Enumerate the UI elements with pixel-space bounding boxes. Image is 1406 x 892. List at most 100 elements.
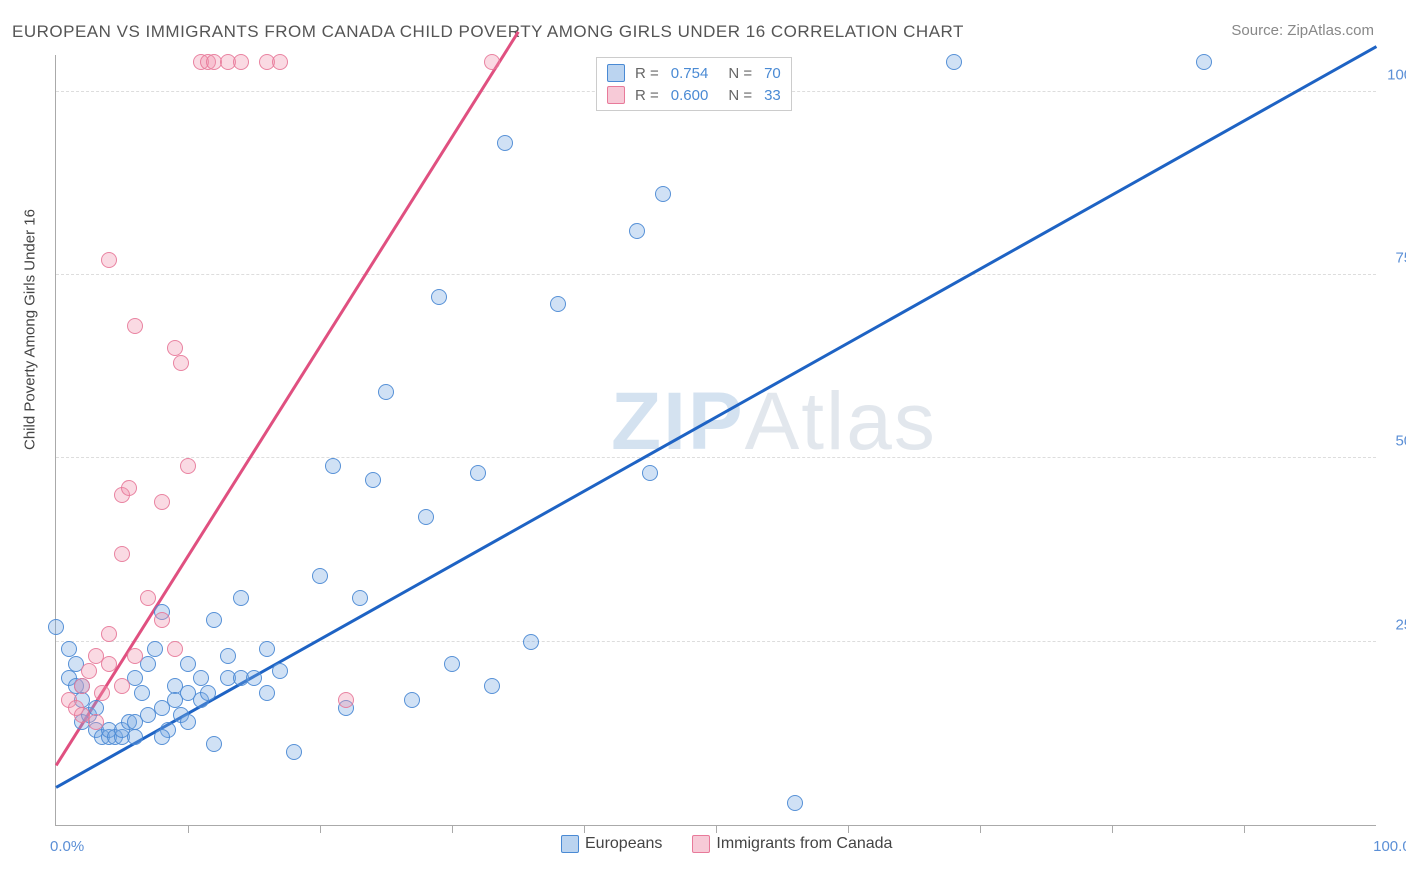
x-axis-tick-label: 100.0% [1373, 838, 1406, 855]
x-axis-tick [584, 825, 585, 833]
r-label: R = [635, 65, 659, 82]
data-point [74, 678, 90, 694]
data-point [484, 54, 500, 70]
r-value: 0.754 [671, 65, 709, 82]
data-point [140, 590, 156, 606]
data-point [404, 692, 420, 708]
correlation-legend: R =0.754N =70R =0.600N =33 [596, 57, 792, 111]
x-axis-tick [848, 825, 849, 833]
x-axis-tick-label: 0.0% [50, 838, 84, 855]
data-point [193, 670, 209, 686]
data-point [444, 656, 460, 672]
data-point [642, 465, 658, 481]
data-point [523, 634, 539, 650]
data-point [286, 744, 302, 760]
source-label: Source: [1231, 22, 1287, 39]
n-label: N = [728, 65, 752, 82]
data-point [61, 641, 77, 657]
series-legend: Europeans Immigrants from Canada [561, 835, 892, 853]
data-point [173, 355, 189, 371]
data-point [206, 736, 222, 752]
data-point [101, 626, 117, 642]
y-axis-tick-label: 75.0% [1395, 250, 1406, 267]
legend-swatch [692, 835, 710, 853]
x-axis-tick [320, 825, 321, 833]
data-point [81, 663, 97, 679]
gridline [56, 457, 1376, 458]
data-point [154, 612, 170, 628]
data-point [180, 656, 196, 672]
data-point [484, 678, 500, 694]
data-point [48, 619, 64, 635]
series-legend-label: Immigrants from Canada [716, 835, 892, 852]
data-point [167, 340, 183, 356]
data-point [121, 480, 137, 496]
data-point [259, 641, 275, 657]
y-axis-tick-label: 25.0% [1395, 616, 1406, 633]
data-point [127, 648, 143, 664]
data-point [147, 641, 163, 657]
r-value: 0.600 [671, 87, 709, 104]
data-point [220, 648, 236, 664]
data-point [233, 590, 249, 606]
data-point [101, 656, 117, 672]
data-point [167, 641, 183, 657]
series-legend-item: Europeans [561, 835, 662, 853]
gridline [56, 274, 1376, 275]
x-axis-tick [1244, 825, 1245, 833]
correlation-legend-row: R = 0.600 N = 33 [607, 84, 781, 106]
data-point [127, 729, 143, 745]
data-point [550, 296, 566, 312]
x-axis-tick [1112, 825, 1113, 833]
data-point [200, 685, 216, 701]
gridline [56, 641, 1376, 642]
data-point [127, 318, 143, 334]
chart-title: EUROPEAN VS IMMIGRANTS FROM CANADA CHILD… [12, 22, 964, 42]
data-point [246, 670, 262, 686]
n-value: 33 [764, 87, 781, 104]
data-point [114, 678, 130, 694]
data-point [206, 612, 222, 628]
data-point [259, 685, 275, 701]
legend-swatch [561, 835, 579, 853]
legend-swatch [607, 64, 625, 82]
data-point [134, 685, 150, 701]
data-point [180, 458, 196, 474]
legend-swatch [607, 86, 625, 104]
source-site: ZipAtlas.com [1287, 22, 1374, 39]
data-point [94, 685, 110, 701]
data-point [418, 509, 434, 525]
data-point [787, 795, 803, 811]
data-point [272, 54, 288, 70]
data-point [154, 729, 170, 745]
data-point [101, 252, 117, 268]
series-legend-label: Europeans [585, 835, 662, 852]
data-point [154, 494, 170, 510]
watermark: ZIPAtlas [611, 375, 937, 469]
data-point [352, 590, 368, 606]
y-axis-tick-label: 100.0% [1387, 66, 1406, 83]
data-point [470, 465, 486, 481]
r-label: R = [635, 87, 659, 104]
data-point [325, 458, 341, 474]
correlation-legend-row: R =0.754N =70 [607, 62, 781, 84]
data-point [655, 186, 671, 202]
x-axis-tick [980, 825, 981, 833]
data-point [88, 714, 104, 730]
data-point [338, 692, 354, 708]
data-point [180, 714, 196, 730]
data-point [312, 568, 328, 584]
data-point [431, 289, 447, 305]
source-attribution: Source: ZipAtlas.com [1231, 22, 1374, 39]
x-axis-tick [452, 825, 453, 833]
data-point [497, 135, 513, 151]
n-label: N = [728, 87, 752, 104]
x-axis-tick [188, 825, 189, 833]
data-point [114, 546, 130, 562]
data-point [946, 54, 962, 70]
data-point [365, 472, 381, 488]
data-point [629, 223, 645, 239]
data-point [272, 663, 288, 679]
data-point [233, 54, 249, 70]
data-point [1196, 54, 1212, 70]
